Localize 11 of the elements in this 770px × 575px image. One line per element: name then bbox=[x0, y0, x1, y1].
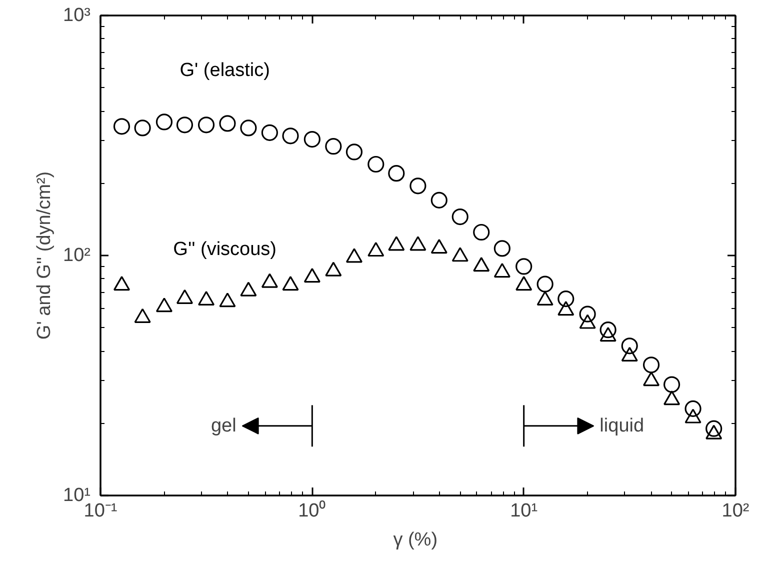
x-tick-label: 10⁰ bbox=[298, 500, 326, 522]
x-axis-title: γ (%) bbox=[393, 530, 438, 550]
x-tick-label: 10² bbox=[722, 500, 750, 522]
x-tick-label: 10¹ bbox=[510, 500, 538, 522]
y-axis-title: G' and G'' (dyn/cm²) bbox=[34, 171, 56, 340]
ref-line-label: liquid bbox=[600, 415, 644, 436]
y-tick-label: 10² bbox=[63, 245, 91, 266]
series-label: G'' (viscous) bbox=[173, 238, 277, 260]
series-label: G' (elastic) bbox=[180, 60, 270, 82]
y-tick-label: 10³ bbox=[63, 5, 91, 26]
ref-line-label: gel bbox=[210, 415, 236, 436]
